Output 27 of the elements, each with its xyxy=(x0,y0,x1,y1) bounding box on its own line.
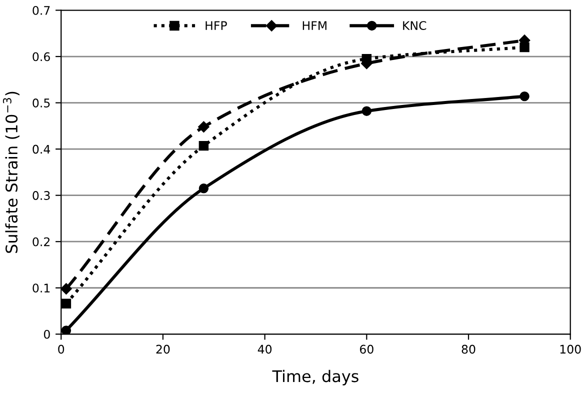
point xyxy=(198,184,209,194)
y-tick-label: 0.3 xyxy=(32,191,50,200)
y-tick-label: 0.1 xyxy=(32,284,50,293)
y-axis-title: Sulfate Strain (10$^{−3}$) xyxy=(2,92,20,253)
x-tick-label: 100 xyxy=(560,344,581,354)
point xyxy=(198,121,210,132)
x-tick-label: 60 xyxy=(360,344,374,354)
y-tick-label: 0 xyxy=(44,330,50,339)
y-tick-label: 0.5 xyxy=(32,98,50,108)
point xyxy=(362,106,372,116)
legend-label: HFP xyxy=(206,21,227,30)
x-tick-label: 0 xyxy=(58,344,64,354)
x-tick-label: 40 xyxy=(258,344,272,354)
x-tick-label: 80 xyxy=(462,344,476,354)
x-axis-title: Time, days xyxy=(272,370,358,386)
legend-label: KNC xyxy=(403,21,426,30)
x-tick-label: 20 xyxy=(156,344,170,354)
point xyxy=(61,298,72,308)
y-tick-label: 0.4 xyxy=(32,144,50,154)
point xyxy=(61,283,72,294)
y-tick-label: 0.7 xyxy=(32,6,50,15)
y-tick-label: 0.6 xyxy=(32,52,50,62)
y-tick-label: 0.2 xyxy=(32,237,50,246)
point xyxy=(520,91,530,102)
point xyxy=(61,326,72,334)
point xyxy=(198,140,209,151)
legend-label: HFM xyxy=(302,21,326,30)
